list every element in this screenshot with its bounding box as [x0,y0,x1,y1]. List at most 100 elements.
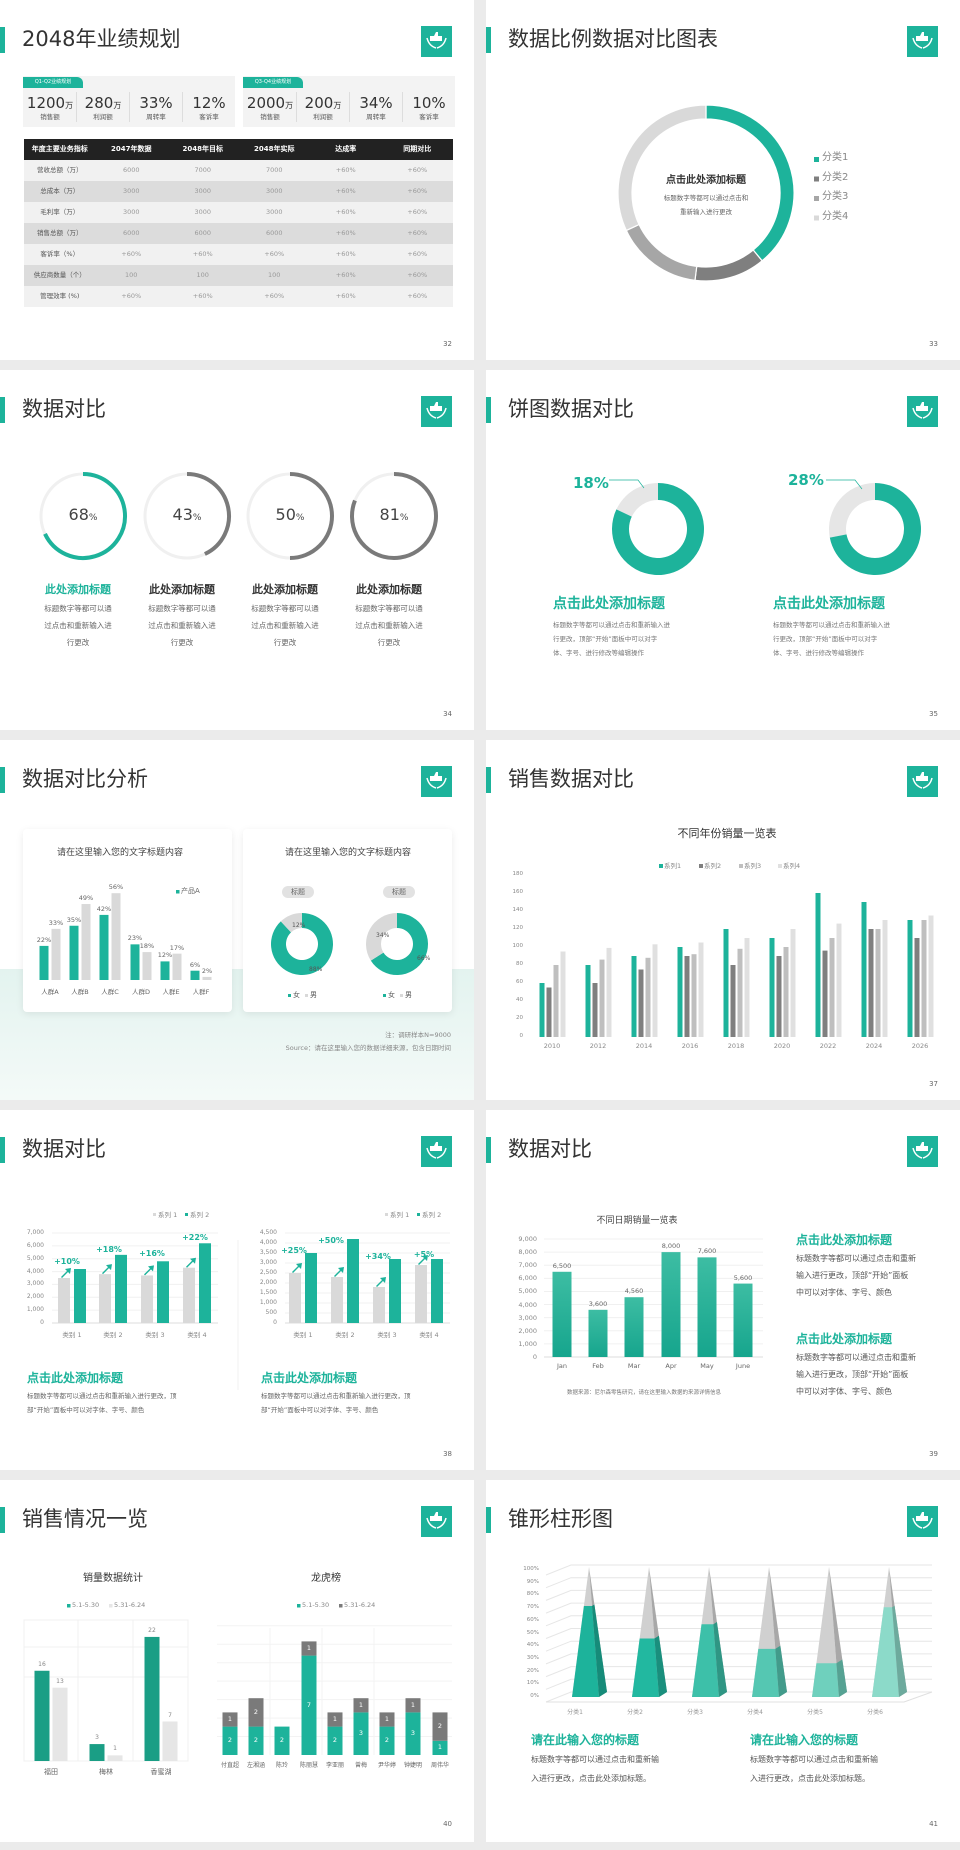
grouped-bar-chart [539,864,934,1037]
progress-ring-arc [186,472,231,556]
y-tick-label: 20 [516,1015,523,1021]
legend-label: 男 [310,991,317,999]
donut-center-title: 点击此处添加标题 [666,175,746,186]
y-tick-label: 1,000 [26,1306,44,1314]
progress-value: 81% [380,507,409,523]
x-axis-label: 梅林 [99,1768,113,1776]
chart-card [23,829,232,1012]
progress-number: 50 [275,505,296,524]
item-desc: 部“开始”面板中可以对字体、字号、颜色 [261,1406,379,1414]
table-header-cell: 年度主要业务指标 [31,145,88,153]
table-cell: +60% [192,250,213,258]
y-tick-label: 6,000 [26,1241,44,1249]
bar-value-label: 1 [113,1745,117,1753]
bar-series-2 [822,950,828,1037]
donut-slice-highlight [829,483,875,538]
table-cell: 销售总额（万） [37,229,83,237]
growth-label: +34% [365,1252,391,1261]
thumb-shape [430,402,442,411]
legend-swatch [297,1604,301,1608]
data-label: 4,560 [624,1287,644,1296]
table-cell: +60% [192,292,213,300]
y-tick-label: 120 [512,925,524,931]
y-tick-label: 0 [532,1353,537,1361]
page-number: 37 [929,1080,938,1088]
item-title: 请在此输入您的标题 [750,1733,859,1747]
bar-series-2 [389,1259,401,1323]
bar-series-1 [585,965,591,1037]
x-axis-label: 类别 2 [335,1331,355,1339]
legend-label: 5.1-5.30 [72,1601,100,1609]
x-axis-label: 2026 [911,1042,929,1050]
bar-series-2 [914,938,920,1037]
kpi-label: 周转率 [366,113,386,121]
chart-title: 不同年份销量一览表 [677,827,777,840]
kpi-divider [129,92,130,122]
x-axis-label: 类别 1 [293,1331,313,1339]
title-accent-bar [486,397,491,423]
slide-37: 销售数据对比 37 不同年份销量一览表 系列1 系列2 系列3 系列4 0 20 40 60 80 10… [486,740,960,1100]
bar-series-2 [157,1261,169,1323]
bar-series-3 [783,947,789,1037]
donut-slice-female [271,913,333,975]
title-accent-bar [486,27,491,53]
kpi-number: 34% [359,94,393,112]
bar-value-label: 49% [78,894,94,903]
bar-series-3 [829,938,835,1037]
kpi-divider [76,92,77,122]
table-cell: +60% [407,187,428,195]
table-cell: +60% [335,229,356,237]
legend-label: 分类4 [822,210,849,222]
legend-swatch-female [383,994,386,997]
kpi-label: 周转率 [146,113,166,121]
cone-value-side-shade [836,1659,847,1697]
logo-icon [907,1136,938,1167]
x-axis-label: 2012 [589,1042,607,1050]
bar-value-label: 12% [157,951,173,960]
segment-value-label: 2 [253,1736,259,1745]
bar-series-2 [431,1259,443,1323]
item-desc: 标题数字等都可以通过点击和重新 [796,1353,916,1362]
growth-arrow-icon [376,1277,386,1287]
legend-swatch [778,864,782,868]
x-axis-label: 2018 [727,1042,745,1050]
x-axis-label: 2010 [543,1042,561,1050]
thumb-shape [430,1512,442,1521]
kpi-number: 200 [304,94,334,112]
x-axis-label: 左湘涵 [246,1762,266,1769]
x-axis-label: 2020 [773,1042,791,1050]
logo-icon [907,1506,938,1537]
bar-series-1 [677,947,683,1037]
gridline [545,1589,932,1601]
gridline [545,1678,932,1690]
legend-label: 5.31-6.24 [344,1601,376,1609]
kpi-number: 1200 [26,94,66,112]
y-tick-label: 1,000 [259,1299,277,1306]
y-tick-label: 60 [516,979,523,985]
bar-value-label: 22% [36,935,52,944]
data-label: 7,600 [697,1247,717,1256]
x-axis-label: June [735,1362,751,1370]
item-desc: 输入进行更改，顶部“开始”面板 [796,1271,909,1280]
y-tick-label: 0 [273,1319,277,1326]
table-cell: +60% [335,292,356,300]
slide-title: 锥形柱形图 [508,1507,613,1531]
y-tick-label: 0 [40,1319,44,1326]
legend-swatch [153,1213,156,1216]
segment-value-label: 7 [306,1700,312,1709]
table-cell: 6000 [122,166,140,174]
bar-product-a [69,925,79,980]
table-cell: 6000 [122,229,140,237]
legend-swatch-female [288,994,291,997]
x-axis-label: May [700,1362,714,1370]
table-cell: 100 [196,271,209,279]
legend-swatch [659,864,663,868]
x-axis-label: Apr [665,1362,677,1370]
table-cell: 3000 [122,208,140,216]
x-axis-label: 2014 [635,1042,653,1050]
bar-series-3 [691,954,697,1037]
x-axis-label: 分类4 [747,1709,763,1716]
bar-series-2 [347,1239,359,1323]
thumb-shape [430,1142,442,1151]
segment-value-label: 1 [227,1715,233,1723]
